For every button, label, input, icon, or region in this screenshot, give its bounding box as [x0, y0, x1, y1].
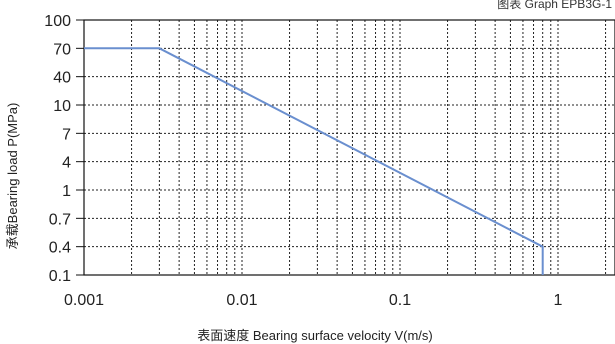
- series-line: [84, 47, 544, 275]
- x-tick-label: 1: [554, 292, 563, 309]
- y-tick-label: 1: [62, 183, 71, 200]
- x-tick-label: 0.01: [226, 292, 257, 309]
- y-tick-label: 100: [44, 13, 71, 30]
- series-layer: [84, 47, 544, 275]
- y-axis-label: 承载Bearing load P(MPa): [5, 103, 20, 250]
- y-tick-labels: 100 70 40 10 7 4 1 0.7 0.4 0.1: [44, 13, 84, 285]
- y-tick-label: 70: [53, 41, 71, 58]
- plot-frame: [83, 19, 615, 276]
- x-tick-label: 0.1: [389, 292, 411, 309]
- chart-title: 图表 Graph EPB3G-1: [497, 0, 612, 11]
- x-tick-labels: 0.001 0.01 0.1 1: [64, 292, 563, 309]
- grid: [84, 20, 615, 275]
- y-tick-label: 4: [62, 155, 71, 172]
- x-axis-label: 表面速度 Bearing surface velocity V(m/s): [197, 328, 433, 343]
- y-tick-label: 0.1: [49, 268, 71, 285]
- y-tick-label: 0.7: [49, 211, 71, 228]
- y-tick-label: 0.4: [49, 240, 71, 257]
- x-tick-label: 0.001: [64, 292, 104, 309]
- y-tick-label: 10: [53, 98, 71, 115]
- y-tick-label: 40: [53, 70, 71, 87]
- y-tick-label: 7: [62, 126, 71, 143]
